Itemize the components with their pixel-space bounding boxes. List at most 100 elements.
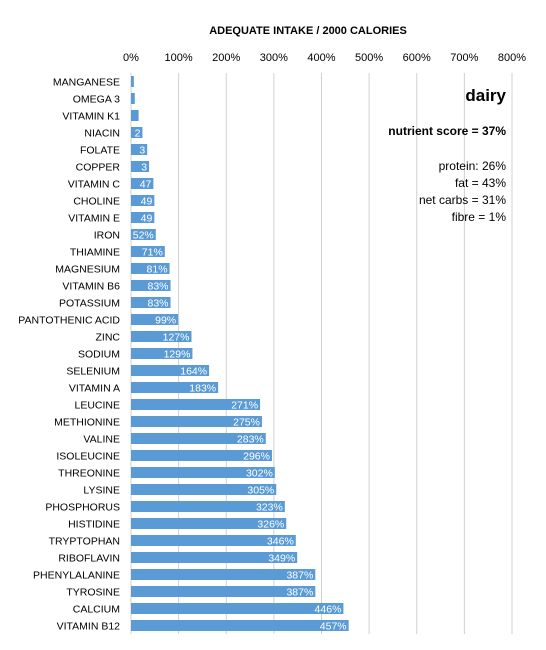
value-label: 183% xyxy=(189,383,216,395)
category-label: VITAMIN A xyxy=(69,383,120,395)
bar xyxy=(131,535,296,546)
value-label: 129% xyxy=(164,349,191,361)
bar xyxy=(131,280,171,291)
value-label: 305% xyxy=(247,485,274,497)
value-label: 49 xyxy=(141,213,153,225)
x-axis-ticks: 0% 100% 200% 300% 400% 500% 600% 700% 800% xyxy=(123,52,526,64)
value-label: 387% xyxy=(286,570,313,582)
bar xyxy=(131,569,316,580)
bar xyxy=(131,263,170,274)
bar xyxy=(131,518,287,529)
bar xyxy=(131,161,150,172)
category-label: ISOLEUCINE xyxy=(56,451,120,463)
x-tick-label: 600% xyxy=(403,52,431,64)
bar xyxy=(131,586,316,597)
category-label: VITAMIN K1 xyxy=(62,111,120,123)
category-label: VITAMIN B12 xyxy=(57,621,121,633)
category-label: MAGNESIUM xyxy=(55,264,120,276)
category-label: CALCIUM xyxy=(73,604,120,616)
category-label: LEUCINE xyxy=(74,400,120,412)
value-label: 3 xyxy=(141,162,147,174)
bar xyxy=(131,467,275,478)
bar xyxy=(131,297,171,308)
category-label: OMEGA 3 xyxy=(73,94,120,106)
category-labels: MANGANESE OMEGA 3 VITAMIN K1 NIACIN FOLATE CO… xyxy=(18,77,120,633)
category-label: THREONINE xyxy=(58,468,120,480)
bar xyxy=(131,229,156,240)
category-label: LYSINE xyxy=(83,485,120,497)
category-label: FOLATE xyxy=(80,145,120,157)
value-label: 164% xyxy=(180,366,207,378)
bar xyxy=(131,603,344,614)
category-label: VITAMIN B6 xyxy=(62,281,120,293)
value-label: 83% xyxy=(148,281,169,293)
value-label: 83% xyxy=(148,298,169,310)
category-label: TRYPTOPHAN xyxy=(49,536,120,548)
x-tick-label: 700% xyxy=(450,52,478,64)
bar xyxy=(131,331,192,342)
value-label: 52% xyxy=(133,230,154,242)
value-label: 2 xyxy=(135,128,141,140)
nutrient-score: nutrient score = 37% xyxy=(388,124,506,138)
value-label: 99% xyxy=(155,315,176,327)
bar xyxy=(131,212,155,223)
category-label: ZINC xyxy=(96,332,121,344)
bar xyxy=(131,484,277,495)
value-label: 296% xyxy=(243,451,270,463)
bar xyxy=(131,246,165,257)
category-label: VITAMIN E xyxy=(68,213,120,225)
bar xyxy=(131,195,155,206)
category-label: VITAMIN C xyxy=(68,179,121,191)
category-label: SODIUM xyxy=(78,349,120,361)
x-tick-label: 300% xyxy=(260,52,288,64)
x-tick-label: 200% xyxy=(212,52,240,64)
food-group-title: dairy xyxy=(465,86,506,105)
value-label: 283% xyxy=(237,434,264,446)
bar xyxy=(131,127,143,138)
bar xyxy=(131,433,266,444)
bar xyxy=(131,314,179,325)
category-label: VALINE xyxy=(83,434,120,446)
category-label: POTASSIUM xyxy=(59,298,120,310)
bar xyxy=(131,450,272,461)
category-label: HISTIDINE xyxy=(68,519,120,531)
bar xyxy=(131,178,154,189)
chart-title: ADEQUATE INTAKE / 2000 CALORIES xyxy=(209,25,407,37)
bar xyxy=(131,620,349,631)
bar xyxy=(131,501,285,512)
category-label: MANGANESE xyxy=(53,77,120,89)
value-label: 387% xyxy=(286,587,313,599)
x-tick-label: 400% xyxy=(307,52,335,64)
value-label: 81% xyxy=(147,264,168,276)
x-tick-label: 500% xyxy=(355,52,383,64)
value-label: 49 xyxy=(141,196,153,208)
bar xyxy=(131,110,139,121)
bar xyxy=(131,348,193,359)
grid-lines xyxy=(130,73,513,634)
bar xyxy=(131,552,298,563)
x-tick-label: 100% xyxy=(165,52,193,64)
bar xyxy=(131,76,134,87)
macro-protein: protein: 26% xyxy=(438,159,506,173)
category-label: PANTOTHENIC ACID xyxy=(18,315,120,327)
bar xyxy=(131,399,261,410)
category-label: NIACIN xyxy=(84,128,120,140)
bar xyxy=(131,93,135,104)
value-label: 346% xyxy=(267,536,294,548)
bar xyxy=(131,382,219,393)
bar xyxy=(131,144,148,155)
macro-fat: fat = 43% xyxy=(454,176,506,190)
category-label: TYROSINE xyxy=(66,587,120,599)
category-label: THIAMINE xyxy=(70,247,120,259)
bar xyxy=(131,416,262,427)
category-label: COPPER xyxy=(76,162,121,174)
value-label: 326% xyxy=(257,519,284,531)
value-label: 302% xyxy=(246,468,273,480)
value-label: 3 xyxy=(139,145,145,157)
macro-net-carbs: net carbs = 31% xyxy=(418,193,506,207)
value-labels: 2 3 3 47 49 49 52% 71% 81% 83% 83% 99% 127% 129% 164% 1… xyxy=(133,128,347,633)
category-label: IRON xyxy=(94,230,120,242)
value-label: 271% xyxy=(231,400,258,412)
value-label: 71% xyxy=(142,247,163,259)
